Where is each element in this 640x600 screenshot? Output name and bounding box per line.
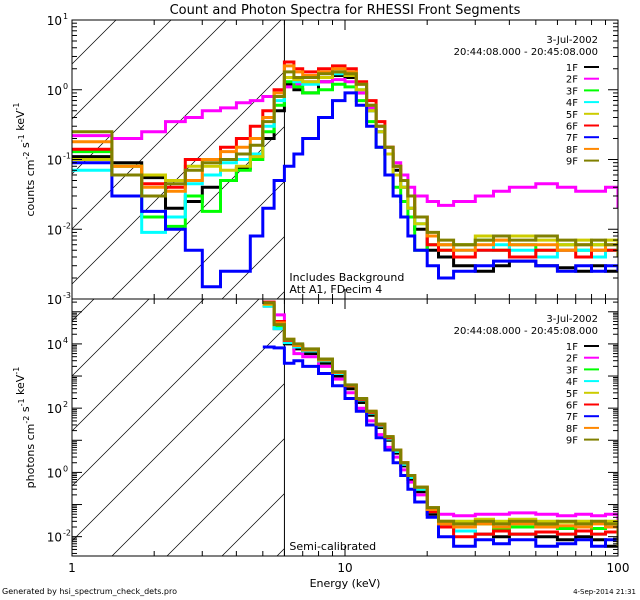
legend-label-8F: 8F	[566, 424, 578, 435]
legend-label-4F: 4F	[566, 377, 578, 388]
y-tick-label-exponent: 0	[63, 82, 68, 91]
legend-label-4F: 4F	[566, 98, 578, 109]
hatch-line	[72, 20, 117, 65]
y-tick-label-exponent: 4	[63, 336, 68, 345]
legend-label-9F: 9F	[566, 436, 578, 447]
top-annotation-note: Att A1, FDecim 4	[289, 283, 382, 296]
y-tick-label-exponent: -2	[63, 529, 71, 538]
hatch-line	[332, 256, 632, 556]
legend-label-1F: 1F	[566, 342, 578, 353]
legend-label-7F: 7F	[566, 412, 578, 423]
hatch-line	[72, 20, 282, 230]
y-tick-label: 10	[47, 293, 62, 307]
hatch-line	[442, 0, 640, 299]
series-line-1F	[72, 74, 618, 273]
y-tick-label: 10	[47, 84, 62, 98]
y-tick-label-exponent: -3	[63, 291, 71, 300]
legend-label-9F: 9F	[566, 157, 578, 168]
y-tick-label: 10	[47, 154, 62, 168]
legend-label-3F: 3F	[566, 365, 578, 376]
top-annotation-note: Includes Background	[289, 271, 404, 284]
hatch-line	[72, 299, 260, 487]
hatch-line	[221, 493, 285, 556]
bottom-y-axis-label: photons cm-2 s-1 keV-1	[12, 367, 37, 489]
bottom-annotation-time: 20:44:08.000 - 20:45:08.000	[454, 326, 598, 337]
top-annotation-date: 3-Jul-2002	[546, 35, 598, 46]
footer-timestamp: 4-Sep-2014 21:31	[573, 588, 636, 596]
hatch-line	[0, 0, 82, 299]
bottom-annotation-note: Semi-calibrated	[289, 540, 376, 553]
y-tick-label-exponent: -2	[63, 221, 71, 230]
legend-label-2F: 2F	[566, 75, 578, 86]
series-line-9F	[72, 70, 618, 257]
chart-title: Count and Photon Spectra for RHESSI Fron…	[170, 3, 521, 18]
hatch-line	[387, 256, 640, 556]
series-line-8F	[262, 302, 618, 529]
series-line-3F	[72, 80, 618, 252]
hatch-line	[442, 256, 640, 556]
series-line-6F	[72, 60, 618, 259]
legend-label-5F: 5F	[566, 110, 578, 121]
y-tick-label: 10	[47, 531, 62, 545]
hatch-line	[166, 181, 285, 299]
hatch-line	[111, 383, 285, 556]
hatch-line	[387, 0, 640, 299]
y-tick-label-exponent: 2	[63, 400, 68, 409]
series-line-7F	[72, 91, 618, 289]
top-y-axis-label: counts cm-2 s-1 keV-1	[12, 103, 37, 217]
legend-label-6F: 6F	[566, 122, 578, 133]
legend-label-8F: 8F	[566, 145, 578, 156]
legend-label-5F: 5F	[566, 389, 578, 400]
hatch-line	[72, 20, 227, 175]
legend-label-3F: 3F	[566, 86, 578, 97]
y-tick-label-exponent: -1	[63, 152, 71, 161]
hatch-line	[72, 299, 150, 377]
top-annotation-time: 20:44:08.000 - 20:45:08.000	[454, 47, 598, 58]
hatch-line	[221, 236, 285, 299]
legend-label-6F: 6F	[566, 401, 578, 412]
bottom-series-group	[262, 300, 618, 548]
y-tick-label: 10	[47, 402, 62, 416]
y-tick-label: 10	[47, 223, 62, 237]
legend-label-7F: 7F	[566, 133, 578, 144]
threshold-hatching	[0, 256, 640, 556]
y-tick-label: 10	[47, 14, 62, 28]
series-line-1F	[262, 304, 618, 548]
x-tick-label: 10	[337, 561, 352, 575]
hatch-line	[72, 299, 205, 432]
legend-label-2F: 2F	[566, 354, 578, 365]
hatch-line	[72, 299, 95, 322]
y-tick-label: 10	[47, 338, 62, 352]
series-line-3F	[262, 303, 618, 530]
y-tick-label-exponent: 1	[63, 12, 68, 21]
y-tick-label-exponent: 0	[63, 464, 68, 473]
top-series-group	[72, 60, 618, 289]
legend-label-1F: 1F	[566, 63, 578, 74]
series-line-9F	[262, 301, 618, 547]
bottom-annotation-date: 3-Jul-2002	[546, 314, 598, 325]
series-line-5F	[262, 302, 618, 527]
hatch-line	[0, 256, 82, 556]
bottom-axes-frame	[71, 298, 619, 557]
series-line-2F	[262, 300, 618, 524]
x-tick-label: 1	[68, 561, 76, 575]
series-line-6F	[262, 300, 618, 539]
hatch-line	[72, 328, 285, 542]
hatch-line	[72, 20, 172, 120]
x-tick-label: 100	[607, 561, 630, 575]
hatch-line	[166, 438, 285, 556]
x-axis-label: Energy (keV)	[310, 577, 381, 590]
y-tick-label: 10	[47, 466, 62, 480]
hatch-line	[72, 71, 285, 285]
series-line-4F	[262, 304, 618, 536]
footer-generated-by: Generated by hsi_spectrum_check_dets.pro	[2, 587, 177, 596]
